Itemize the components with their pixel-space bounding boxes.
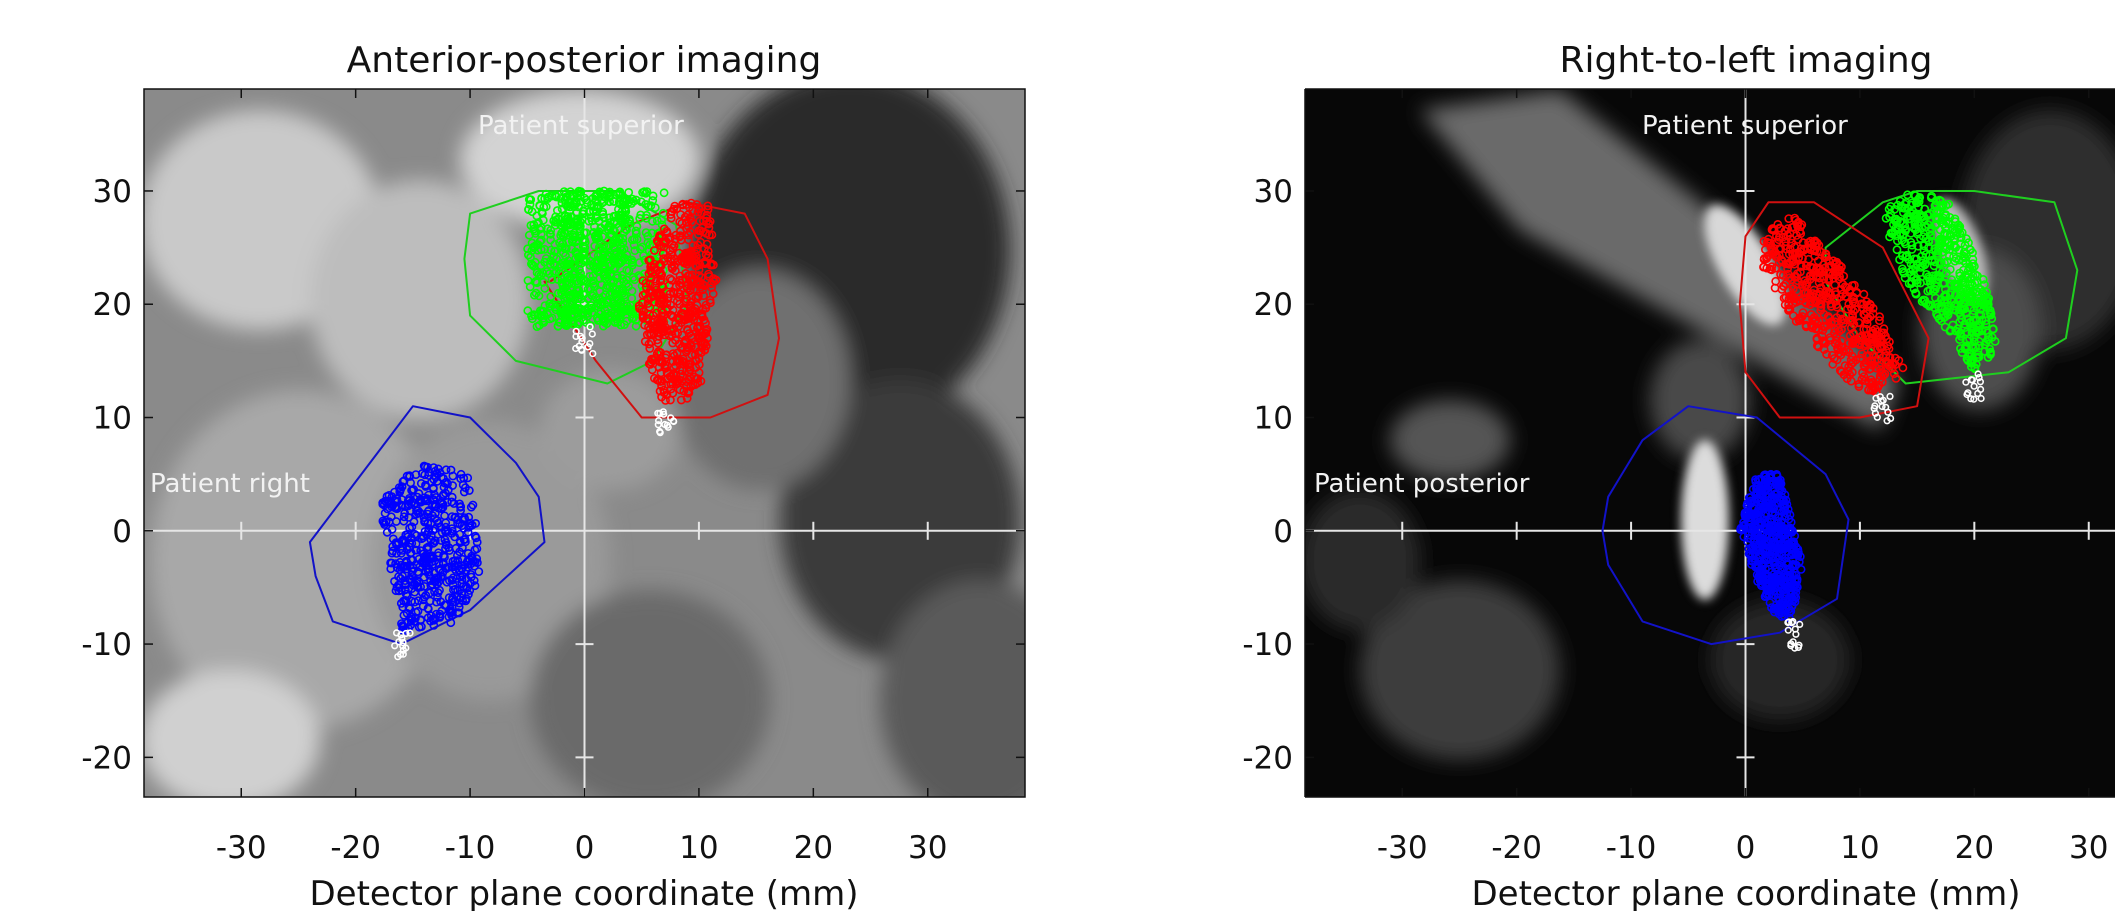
y-tick-label: 0 — [112, 514, 132, 550]
panel-right-to-left: Right-to-left imaging — [1242, 40, 2115, 911]
annotation-superior: Patient superior — [478, 111, 684, 141]
image-background — [1300, 89, 2115, 797]
y-tick-labels: 30 20 10 0 -10 -20 — [81, 174, 132, 776]
y-tick-label: -10 — [81, 627, 132, 663]
x-axis-label: Detector plane coordinate (mm) — [309, 874, 858, 911]
y-tick-labels: 30 20 10 0 -10 -20 — [1242, 174, 1293, 776]
x-tick-label: 30 — [908, 830, 947, 866]
x-tick-label: -20 — [330, 830, 381, 866]
x-tick-label: 10 — [679, 830, 718, 866]
x-tick-label: 20 — [794, 830, 833, 866]
x-tick-labels: -30 -20 -10 0 10 20 30 — [216, 830, 948, 866]
y-tick-label: -20 — [81, 740, 132, 776]
x-tick-label: -30 — [1377, 830, 1428, 866]
y-tick-label: 0 — [1273, 514, 1293, 550]
y-tick-label: -10 — [1242, 627, 1293, 663]
chart-title: Anterior-posterior imaging — [347, 40, 822, 81]
x-tick-label: 30 — [2069, 830, 2108, 866]
x-tick-label: 10 — [1840, 830, 1879, 866]
panel-anterior-posterior: Anterior-posterior imaging Patient su — [81, 40, 1080, 911]
x-tick-label: 0 — [575, 830, 595, 866]
x-tick-label: -20 — [1491, 830, 1542, 866]
image-background — [140, 70, 1080, 820]
chart-title: Right-to-left imaging — [1560, 40, 1933, 81]
x-axis-label: Detector plane coordinate (mm) — [1471, 874, 2020, 911]
annotation-superior: Patient superior — [1642, 111, 1848, 141]
y-tick-label: 20 — [93, 287, 132, 323]
y-tick-label: 10 — [93, 401, 132, 437]
x-tick-label: -10 — [1606, 830, 1657, 866]
x-tick-label: 20 — [1955, 830, 1994, 866]
annotation-posterior: Patient posterior — [1314, 469, 1530, 499]
y-tick-label: 20 — [1254, 287, 1293, 323]
x-tick-labels: -30 -20 -10 0 10 20 30 — [1377, 830, 2109, 866]
annotation-right: Patient right — [150, 469, 310, 499]
y-tick-label: 30 — [93, 174, 132, 210]
y-tick-label: 10 — [1254, 401, 1293, 437]
y-tick-label: 30 — [1254, 174, 1293, 210]
y-tick-label: -20 — [1242, 740, 1293, 776]
x-tick-label: -10 — [445, 830, 496, 866]
x-tick-label: -30 — [216, 830, 267, 866]
x-tick-label: 0 — [1736, 830, 1756, 866]
